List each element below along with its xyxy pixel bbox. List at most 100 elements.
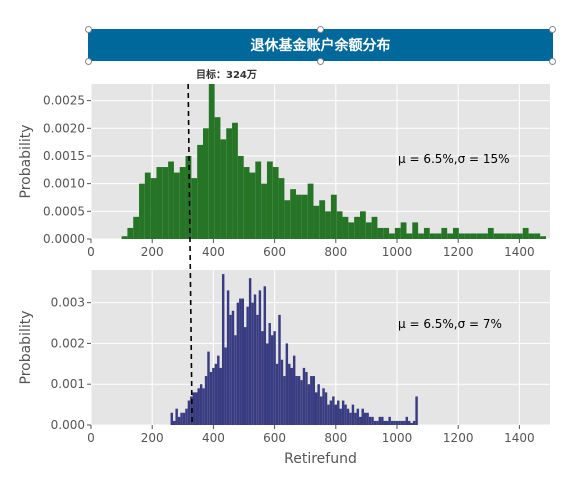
bottom-histogram-bar	[231, 310, 235, 425]
bottom-histogram-bar	[383, 420, 386, 425]
bottom-histogram-bar	[319, 396, 323, 425]
top-histogram-bar	[383, 227, 390, 239]
y-tick-label: 0.002	[51, 336, 85, 350]
x-tick-label: 1400	[504, 245, 535, 259]
top-histogram-bar	[290, 189, 297, 239]
top-histogram-bar	[389, 233, 395, 239]
bottom-histogram-bar	[226, 290, 230, 425]
bottom-histogram-bar	[310, 376, 313, 425]
bottom-histogram-bar	[388, 416, 391, 425]
bottom-histogram-bar	[378, 416, 382, 425]
bottom-histogram-bar	[302, 367, 306, 425]
x-tick-label: 1200	[443, 245, 474, 259]
x-tick-label: 600	[263, 245, 286, 259]
top-histogram-bar	[296, 194, 302, 239]
top-histogram-bar	[441, 227, 448, 239]
y-tick-label: 0.0015	[43, 149, 85, 163]
y-tick-label: 0.000	[51, 418, 85, 432]
bottom-histogram-bar	[173, 420, 176, 425]
bottom-histogram-bar	[363, 412, 367, 425]
bottom-histogram-bar	[322, 388, 325, 425]
bottom-histogram-bar	[290, 367, 293, 425]
bottom-histogram-bar	[359, 416, 362, 425]
top-histogram-bar	[423, 227, 430, 239]
x-tick-label: 0	[87, 431, 95, 445]
bottom-histogram-bar	[246, 306, 249, 425]
top-histogram-bar	[365, 222, 372, 239]
top-histogram-bar	[313, 205, 320, 239]
selection-handle-top-middle[interactable]	[317, 26, 324, 33]
bottom-histogram-bar	[292, 355, 296, 425]
bottom-histogram-bar	[339, 408, 342, 425]
top-histogram-bar	[342, 216, 349, 239]
top-histogram-bar	[173, 172, 180, 239]
selection-handle-bottom-left[interactable]	[85, 58, 92, 65]
bottom-histogram-bar	[170, 412, 174, 425]
bottom-histogram-bar	[354, 412, 357, 425]
bottom-histogram-bar	[207, 351, 210, 425]
bottom-histogram-bar	[214, 363, 218, 425]
top-histogram-bar	[185, 155, 192, 239]
selection-handle-top-left[interactable]	[85, 26, 92, 33]
bottom-histogram-bar	[275, 363, 279, 425]
top-histogram-bar	[336, 211, 343, 239]
y-tick-label: 0.0000	[43, 232, 85, 246]
bottom-histogram-bar	[405, 416, 409, 425]
top-histogram-bar	[476, 233, 483, 239]
bottom-histogram-bar	[273, 331, 276, 425]
top-histogram-bar	[301, 194, 308, 239]
top-histogram-panel: 0 200 400 600 800 1000 1200 1400 0.0000 0.0005 0.0…	[18, 84, 550, 259]
bottom-histogram-bar	[175, 408, 178, 425]
top-histogram-bar	[458, 233, 465, 239]
bottom-histogram-bar	[234, 335, 237, 425]
bottom-histogram-bar	[346, 408, 350, 425]
bottom-histogram-bar	[305, 371, 308, 425]
top-histogram-bar	[133, 216, 140, 239]
bottom-histogram-bar	[376, 420, 379, 425]
top-histogram-bar	[371, 216, 378, 239]
bottom-histogram-bar	[385, 420, 389, 425]
selection-handle-top-right[interactable]	[549, 26, 556, 33]
bottom-histogram-bar	[261, 331, 264, 425]
x-tick-label: 1000	[382, 431, 413, 445]
bottom-histogram-bar	[312, 376, 315, 425]
selection-handle-bottom-right[interactable]	[549, 58, 556, 65]
top-histogram-bar	[278, 178, 285, 239]
bottom-histogram-bar	[241, 298, 244, 425]
x-tick-label: 1200	[443, 431, 474, 445]
top-histogram-bar	[511, 233, 517, 239]
top-histogram-bar	[220, 139, 227, 239]
y-tick-label: 0.001	[51, 377, 85, 391]
chart-banner-title: 退休基金账户余额分布	[88, 29, 553, 61]
bottom-histogram-bar	[408, 420, 411, 425]
bottom-histogram-bar	[332, 396, 335, 425]
x-tick-label: 800	[324, 431, 347, 445]
y-tick-label: 0.003	[51, 296, 85, 310]
bottom-histogram-bar	[199, 384, 203, 425]
bottom-histogram-bar	[317, 384, 320, 425]
x-tick-label: 0	[87, 245, 95, 259]
bottom-histogram-bar	[368, 416, 372, 425]
selection-handle-bottom-middle[interactable]	[317, 58, 324, 65]
top-histogram-bar	[121, 236, 128, 239]
top-histogram-bar	[139, 183, 145, 239]
top-histogram-bar	[156, 167, 163, 239]
bottom-histogram-bar	[324, 392, 328, 425]
bottom-histogram-bar	[356, 408, 360, 425]
bottom-histogram-bar	[217, 355, 220, 425]
bottom-histogram-bar	[410, 422, 413, 425]
bottom-histogram-panel: 0 200 400 600 800 1000 1200 1400 0.000 0.001 0.002…	[18, 270, 550, 467]
bottom-histogram-bar	[256, 314, 259, 425]
top-histogram-bar	[435, 233, 442, 239]
x-tick-label: 600	[263, 431, 286, 445]
top-histogram-bar	[284, 200, 291, 239]
top-histogram-bar	[482, 233, 488, 239]
top-histogram-bar	[191, 178, 198, 239]
top-histogram-bar	[249, 172, 256, 239]
bottom-histogram-bar	[197, 388, 200, 425]
top-parameter-annotation: μ = 6.5%,σ = 15%	[398, 152, 510, 166]
bottom-histogram-bar	[182, 412, 186, 425]
top-histogram-bar	[348, 222, 355, 239]
bottom-histogram-bar	[229, 314, 232, 425]
bottom-histogram-bar	[393, 420, 396, 425]
